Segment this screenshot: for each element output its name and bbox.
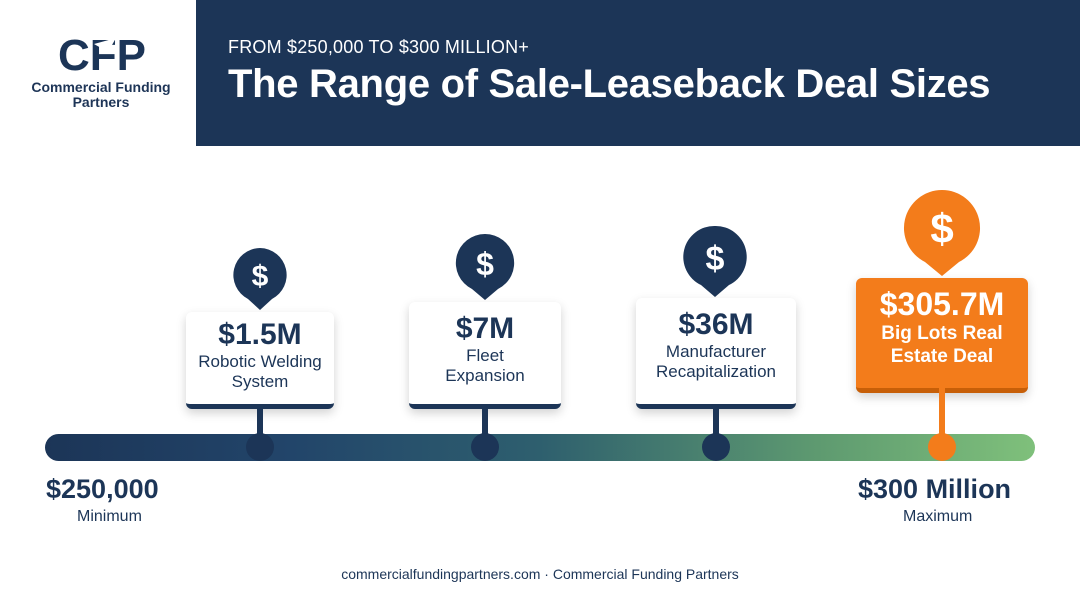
svg-text:CFP: CFP xyxy=(58,31,146,78)
deal-value: $305.7M xyxy=(879,286,1005,322)
timeline-marker-highlight xyxy=(928,433,956,461)
deal-stem xyxy=(939,388,945,436)
deal-value: $36M xyxy=(678,308,754,341)
svg-text:$: $ xyxy=(476,246,494,282)
dollar-pin-icon: $ xyxy=(233,248,287,310)
deal-card-big-lots: $305.7M Big Lots Real Estate Deal xyxy=(856,278,1028,393)
range-max-value: $300 Million xyxy=(858,474,1012,504)
deal-card-fleet-expansion: $7M Fleet Expansion xyxy=(409,302,561,409)
timeline-marker xyxy=(702,433,730,461)
deal-value: $7M xyxy=(455,312,515,345)
deal-stem xyxy=(482,404,488,436)
svg-text:$: $ xyxy=(252,260,269,293)
deal-label: Robotic Welding System xyxy=(198,352,322,391)
logo-company-name: Commercial Funding Partners xyxy=(31,79,171,110)
dollar-pin-icon: $ xyxy=(455,233,515,300)
timeline-marker xyxy=(246,433,274,461)
deal-label: Big Lots Real Estate Deal xyxy=(881,323,1003,367)
deal-label: Manufacturer Recapitalization xyxy=(655,342,776,381)
svg-text:$: $ xyxy=(930,205,953,252)
range-max-label: Maximum xyxy=(903,508,973,525)
cfp-logo-mark: CFP xyxy=(58,31,146,78)
deal-stem xyxy=(257,404,263,436)
timeline-marker xyxy=(471,433,499,461)
deal-value: $1.5M xyxy=(218,318,302,351)
logo: CFP Commercial Funding Partners xyxy=(0,0,196,146)
dollar-pin-icon: $ xyxy=(683,225,747,297)
dollar-pin-icon: $ xyxy=(903,189,981,276)
deal-card-robotic-welding: $1.5M Robotic Welding System xyxy=(186,312,334,409)
header-eyebrow: FROM $250,000 TO $300 MILLION+ xyxy=(228,37,529,57)
page-title: The Range of Sale-Leaseback Deal Sizes xyxy=(228,62,991,106)
footer-credit: commercialfundingpartners.com · Commerci… xyxy=(341,566,739,582)
range-track xyxy=(45,434,1035,461)
svg-text:$: $ xyxy=(706,240,725,278)
deal-card-manufacturer-recap: $36M Manufacturer Recapitalization xyxy=(636,298,796,409)
deal-label: Fleet Expansion xyxy=(445,346,525,385)
range-min-label: Minimum xyxy=(77,508,142,525)
deal-stem xyxy=(713,404,719,436)
header-banner: FROM $250,000 TO $300 MILLION+ The Range… xyxy=(196,0,1080,146)
range-min-value: $250,000 xyxy=(46,474,159,504)
